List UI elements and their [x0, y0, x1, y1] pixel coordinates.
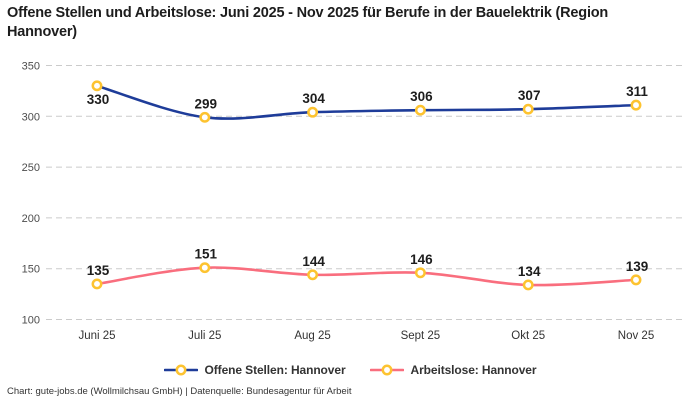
series-line-arbeitslose-hannover — [95, 266, 638, 287]
legend-marker-icon — [163, 364, 198, 376]
data-point-marker[interactable] — [630, 274, 642, 286]
legend-label: Offene Stellen: Hannover — [204, 363, 346, 377]
data-label: 306 — [410, 89, 433, 104]
y-axis-tick-label: 150 — [22, 264, 40, 276]
legend-label: Arbeitslose: Hannover — [410, 363, 537, 377]
data-label: 144 — [302, 254, 325, 269]
data-label: 134 — [518, 264, 541, 279]
attribution-footer: Chart: gute-jobs.de (Wollmilchsau GmbH) … — [7, 386, 352, 397]
data-point-marker[interactable] — [91, 278, 103, 290]
x-axis-tick-label: Juli 25 — [188, 330, 221, 342]
y-axis-tick-label: 300 — [22, 111, 40, 123]
data-label: 307 — [518, 88, 541, 103]
data-label: 139 — [626, 259, 649, 274]
data-label: 304 — [302, 91, 325, 106]
legend-item-arbeitslose-hannover[interactable]: Arbeitslose: Hannover — [369, 363, 537, 377]
data-label: 330 — [87, 92, 110, 107]
y-axis-tick-label: 250 — [22, 162, 40, 174]
data-point-marker[interactable] — [414, 267, 426, 279]
x-axis-tick-label: Nov 25 — [618, 330, 654, 342]
series-line-offene-stellen-hannover — [95, 84, 638, 120]
y-axis-tick-label: 100 — [22, 315, 40, 327]
data-label: 146 — [410, 252, 433, 267]
data-point-marker[interactable] — [630, 99, 642, 111]
x-axis-tick-label: Sept 25 — [401, 330, 441, 342]
data-label: 311 — [626, 84, 648, 99]
data-point-marker[interactable] — [199, 262, 211, 274]
data-point-marker[interactable] — [91, 80, 103, 92]
data-point-marker[interactable] — [522, 279, 534, 291]
data-label: 135 — [87, 263, 110, 278]
chart-title: Offene Stellen und Arbeitslose: Juni 202… — [7, 5, 609, 40]
data-point-marker[interactable] — [307, 269, 319, 281]
data-point-marker[interactable] — [414, 104, 426, 116]
y-axis-tick-label: 350 — [22, 61, 40, 73]
legend: Offene Stellen: Hannover Arbeitslose: Han… — [0, 360, 700, 380]
x-axis-tick-label: Aug 25 — [294, 330, 330, 342]
data-point-marker[interactable] — [522, 103, 534, 115]
legend-item-offene-stellen-hannover[interactable]: Offene Stellen: Hannover — [163, 363, 346, 377]
data-point-marker[interactable] — [199, 111, 211, 123]
y-axis-tick-label: 200 — [22, 213, 40, 225]
x-axis-tick-label: Okt 25 — [511, 330, 545, 342]
x-axis-tick-label: Juni 25 — [78, 330, 115, 342]
legend-marker-icon — [369, 364, 404, 376]
data-point-marker[interactable] — [307, 106, 319, 118]
data-label: 299 — [195, 96, 218, 111]
data-label: 151 — [195, 247, 218, 262]
